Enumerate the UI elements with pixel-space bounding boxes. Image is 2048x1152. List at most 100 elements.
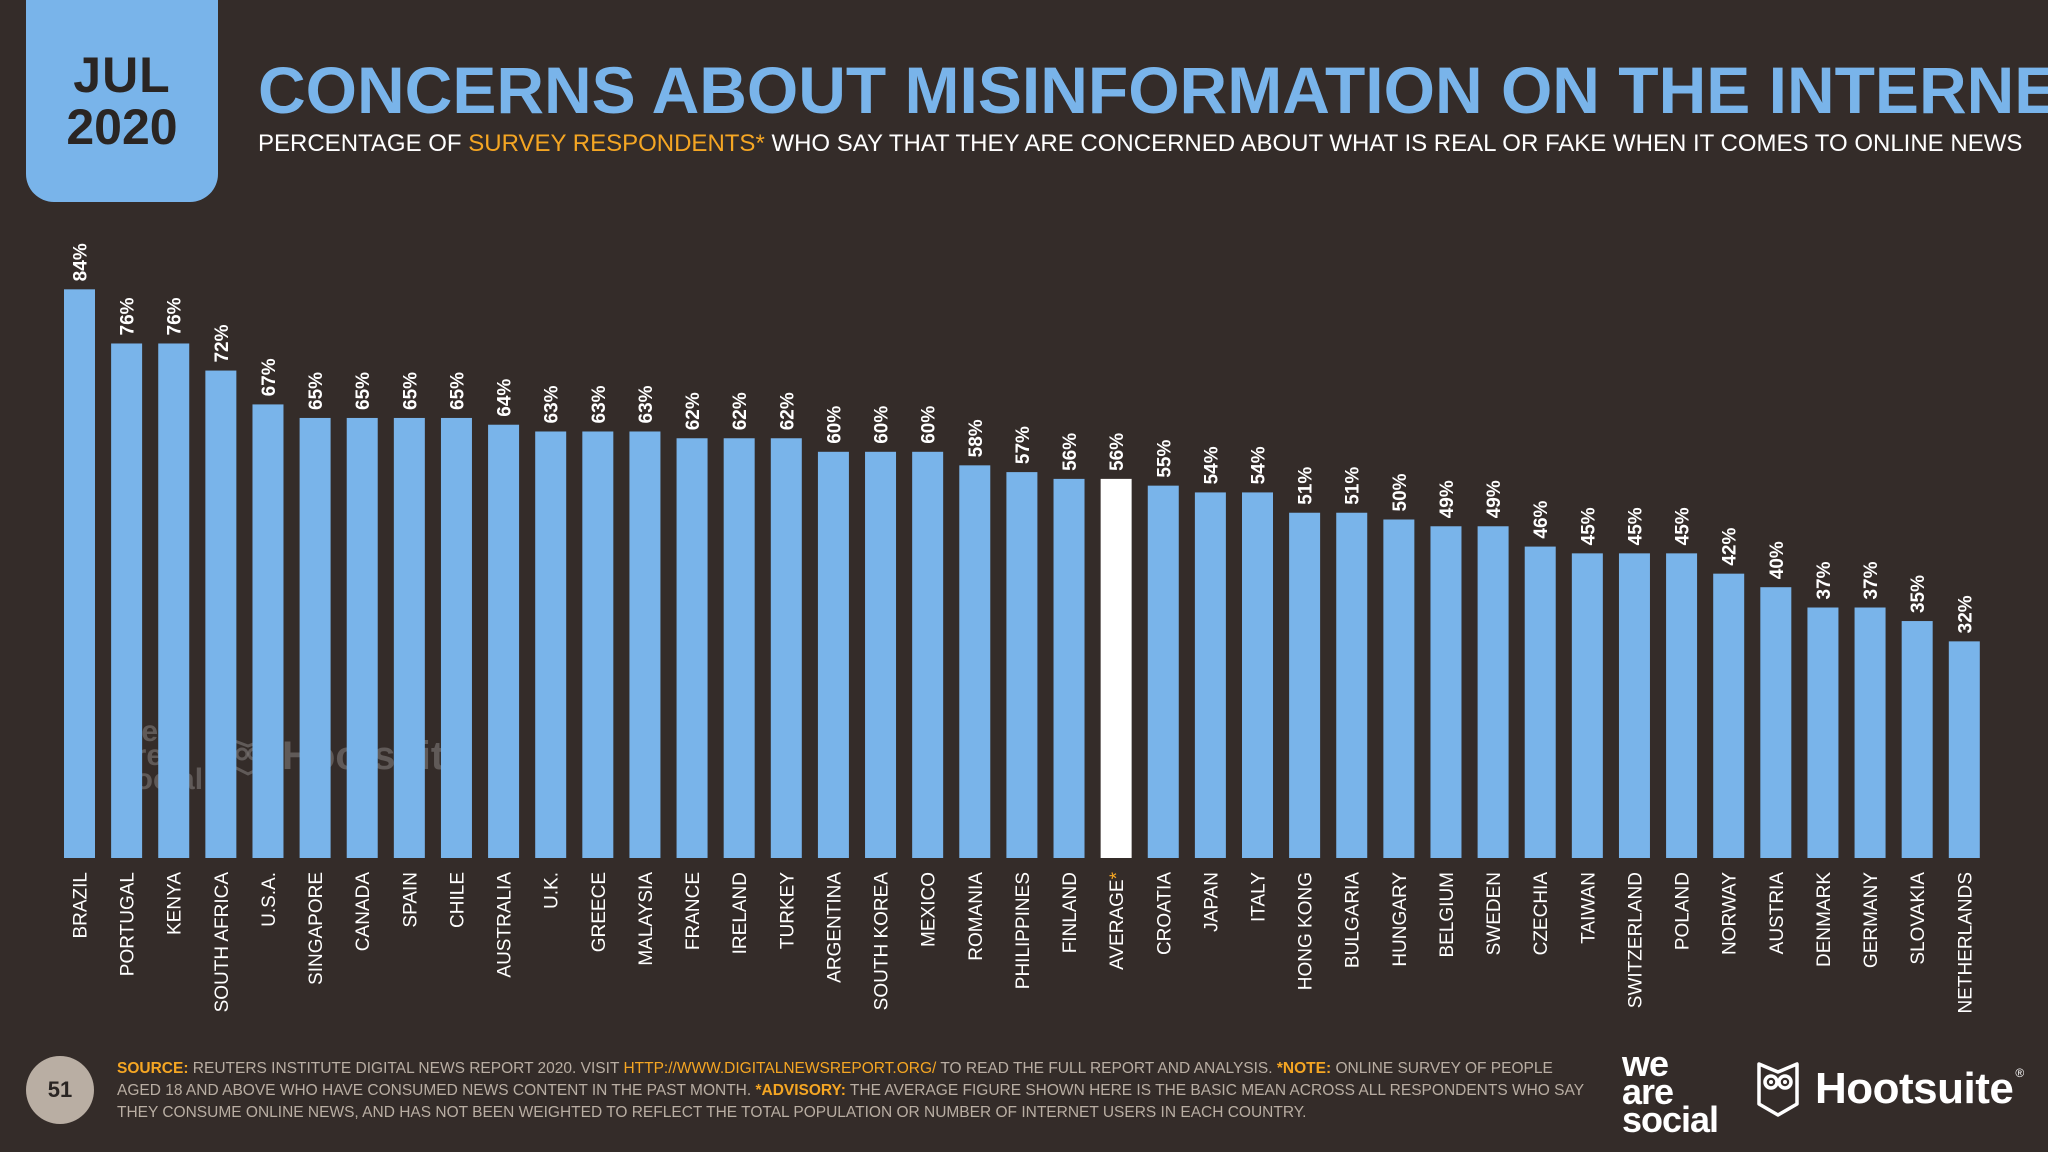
category-label: GREECE (589, 872, 610, 952)
category-label: ROMANIA (966, 872, 987, 961)
category-label: GERMANY (1861, 872, 1882, 968)
category-label: BULGARIA (1343, 872, 1364, 968)
bar-u-s-a (252, 404, 284, 858)
source-label: SOURCE: (117, 1060, 189, 1077)
bar-austria (1760, 587, 1792, 858)
value-label: 63% (636, 385, 657, 423)
category-label: IRELAND (730, 872, 751, 954)
category-label: NETHERLANDS (1955, 872, 1976, 1013)
bar-brazil (64, 289, 95, 858)
date-month: JUL (73, 46, 171, 103)
bar-south-africa (205, 370, 237, 858)
note-text: ONLINE SURVEY OF PEOPLE AGED 18 AND ABOV… (117, 1060, 1553, 1099)
bar-switzerland (1618, 553, 1650, 858)
category-label: POLAND (1673, 872, 1694, 950)
value-label: 58% (966, 419, 987, 457)
note-label: *NOTE: (1276, 1060, 1332, 1077)
hootsuite-wordmark: Hootsuite (1815, 1064, 2014, 1113)
bar-kenya (158, 343, 190, 859)
value-label: 51% (1296, 467, 1317, 505)
value-label: 46% (1531, 500, 1552, 538)
subtitle-suffix: WHO SAY THAT THEY ARE CONCERNED ABOUT WH… (764, 130, 2023, 157)
bar-philippines (1006, 472, 1038, 858)
value-label: 62% (777, 392, 798, 430)
value-label: 65% (447, 372, 468, 410)
category-label: HUNGARY (1390, 872, 1411, 967)
bar-hong-kong (1289, 512, 1321, 858)
value-label: 60% (872, 406, 893, 444)
owl-icon (1757, 1062, 1799, 1117)
value-label: 54% (1249, 446, 1270, 484)
bar-poland (1666, 553, 1698, 858)
bar-greece (582, 431, 614, 858)
value-label: 54% (1201, 446, 1222, 484)
date-year: 2020 (66, 99, 178, 155)
registered-mark: ® (2015, 1066, 2025, 1080)
bar-hungary (1383, 519, 1415, 858)
bar-turkey (770, 438, 802, 858)
page-subtitle: PERCENTAGE OF SURVEY RESPONDENTS* WHO SA… (258, 130, 2022, 158)
bar-taiwan (1571, 553, 1603, 858)
category-label: CANADA (353, 872, 374, 952)
category-label: U.K. (542, 872, 563, 909)
bar-finland (1053, 478, 1085, 858)
category-label: KENYA (165, 872, 186, 935)
bar-ireland (723, 438, 755, 858)
subtitle-highlight: SURVEY RESPONDENTS* (468, 130, 765, 157)
value-label: 63% (542, 385, 563, 423)
source-text-2: TO READ THE FULL REPORT AND ANALYSIS. (936, 1060, 1277, 1077)
value-label: 42% (1720, 528, 1741, 566)
value-label: 40% (1767, 541, 1788, 579)
category-label: DENMARK (1814, 872, 1835, 967)
bar-canada (346, 417, 378, 858)
bar-chile (440, 417, 472, 858)
category-label: JAPAN (1201, 872, 1222, 932)
value-label: 56% (1107, 433, 1128, 471)
bar-malaysia (629, 431, 661, 858)
value-label: 49% (1484, 480, 1505, 518)
bar-slovakia (1901, 621, 1933, 858)
category-label: ARGENTINA (824, 872, 845, 983)
category-label: SPAIN (400, 872, 421, 928)
value-label: 64% (495, 379, 516, 417)
bar-portugal (111, 343, 143, 859)
category-label: AUSTRALIA (495, 872, 516, 978)
bar-u-k (535, 431, 567, 858)
advisory-label: *ADVISORY: (755, 1082, 846, 1099)
value-label: 62% (683, 392, 704, 430)
category-label: CROATIA (1154, 872, 1175, 955)
footnote: SOURCE: REUTERS INSTITUTE DIGITAL NEWS R… (117, 1058, 1597, 1124)
category-label: CZECHIA (1531, 872, 1552, 956)
category-label: SWITZERLAND (1625, 872, 1646, 1008)
subtitle-prefix: PERCENTAGE OF (258, 130, 469, 157)
bar-germany (1854, 607, 1886, 858)
category-label: SOUTH AFRICA (212, 872, 233, 1013)
date-badge: JUL 2020 (26, 0, 218, 202)
bar-bulgaria (1336, 512, 1368, 858)
value-label: 67% (259, 358, 280, 396)
category-label: U.S.A. (259, 872, 280, 927)
value-label: 65% (400, 372, 421, 410)
category-label: NORWAY (1720, 872, 1741, 955)
we-are-social-logo: we are social (1622, 1043, 1719, 1140)
category-label: ITALY (1249, 872, 1270, 922)
bar-italy (1242, 492, 1273, 858)
category-label: TURKEY (777, 872, 798, 949)
category-label: BRAZIL (71, 872, 92, 939)
value-label: 37% (1861, 561, 1882, 599)
value-label: 62% (730, 392, 751, 430)
value-label: 50% (1390, 473, 1411, 511)
bar-denmark (1807, 607, 1839, 858)
bar-france (676, 438, 708, 858)
bar-netherlands (1948, 641, 1980, 858)
category-label: SWEDEN (1484, 872, 1505, 955)
bar-spain (393, 417, 425, 858)
category-label: BELGIUM (1437, 872, 1458, 958)
category-label: HONG KONG (1296, 872, 1317, 990)
bar-mexico (912, 451, 944, 858)
value-label: 76% (118, 297, 139, 335)
source-link[interactable]: HTTP://WWW.DIGITALNEWSREPORT.ORG/ (623, 1060, 937, 1077)
value-label: 45% (1578, 507, 1599, 545)
value-label: 76% (165, 297, 186, 335)
value-label: 37% (1814, 561, 1835, 599)
